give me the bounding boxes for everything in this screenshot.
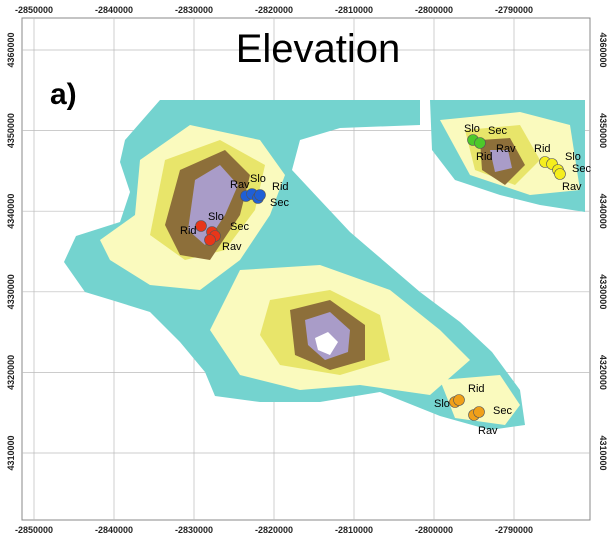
x-tick-label: -2800000 [415,525,453,535]
site-label: Rav [496,143,516,155]
y-tick-label: 4330000 [598,274,608,309]
x-tick-label: -2800000 [415,5,453,15]
y-tick-label: 4330000 [6,274,16,309]
y-tick-label: 4310000 [6,435,16,470]
x-tick-label: -2840000 [95,525,133,535]
site-label: Sec [493,405,512,417]
y-tick-label: 4360000 [598,32,608,67]
site-label: Sec [488,125,507,137]
site-label: Rid [468,383,485,395]
x-tick-label: -2820000 [255,5,293,15]
x-tick-label: -2790000 [495,5,533,15]
map: -2850000 -2840000 -2830000 -2820000 -2810000… [0,0,608,543]
site-label: Rid [534,143,551,155]
site-marker [474,407,485,418]
y-tick-label: 4320000 [6,355,16,390]
site-label: Rid [272,181,289,193]
site-label: Sec [270,197,289,209]
site-label: Slo [464,123,480,135]
x-tick-label: -2840000 [95,5,133,15]
site-label: Rav [478,425,498,437]
y-tick-label: 4350000 [6,113,16,148]
y-tick-label: 4360000 [6,32,16,67]
site-label: Sec [572,163,591,175]
site-label: Slo [250,173,266,185]
y-tick-label: 4340000 [598,194,608,229]
site-marker [205,235,216,246]
y-tick-label: 4340000 [6,194,16,229]
panel-label: a) [50,78,77,111]
map-title: Elevation [236,27,401,71]
x-tick-label: -2830000 [175,525,213,535]
site-marker [475,138,486,149]
site-label: Rav [222,241,242,253]
x-tick-label: -2810000 [335,5,373,15]
y-tick-label: 4310000 [598,435,608,470]
x-tick-label: -2790000 [495,525,533,535]
site-marker [255,190,266,201]
site-label: Slo [208,211,224,223]
site-label: Sec [230,221,249,233]
site-label: Slo [434,398,450,410]
site-marker [196,221,207,232]
x-tick-label: -2850000 [15,5,53,15]
y-tick-label: 4350000 [598,113,608,148]
site-label: Rav [562,181,582,193]
site-marker [555,169,566,180]
x-tick-label: -2810000 [335,525,373,535]
site-label: Rid [180,225,197,237]
y-tick-label: 4320000 [598,355,608,390]
site-marker [454,395,465,406]
x-tick-label: -2850000 [15,525,53,535]
x-tick-label: -2820000 [255,525,293,535]
site-label: Rav [230,179,250,191]
site-label: Slo [565,151,581,163]
x-tick-label: -2830000 [175,5,213,15]
site-label: Rid [476,151,493,163]
